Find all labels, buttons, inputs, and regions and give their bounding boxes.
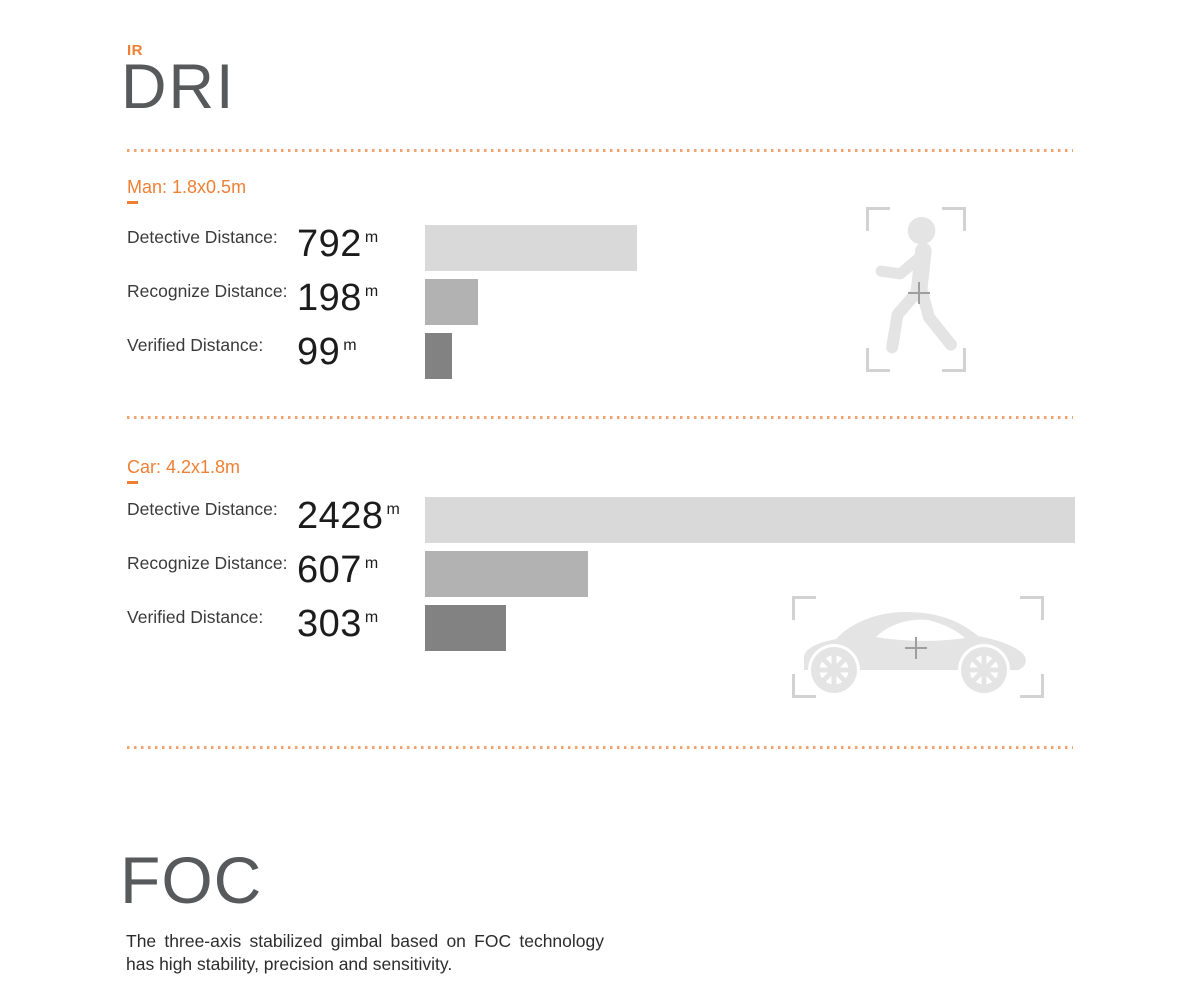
viewfinder-bracket-icon [1020,596,1044,620]
crosshair-icon [908,282,930,304]
distance-bar [425,333,452,379]
row-unit: m [364,283,379,300]
man-viewfinder-target [866,207,966,372]
dri-row-man-detective: Detective Distance: 792 m [127,225,1075,271]
viewfinder-bracket-icon [942,207,966,231]
dri-row-car-recognize: Recognize Distance: 607 m [127,551,1075,597]
crosshair-icon [905,637,927,659]
row-value: 607 m [297,549,379,591]
bar-track [425,279,1075,325]
row-value: 2428 m [297,495,400,537]
heading-underline-dash [127,481,138,484]
dri-row-man-verified: Verified Distance: 99 m [127,333,1075,379]
row-unit: m [343,337,357,354]
foc-title: FOC [120,843,263,917]
car-viewfinder-target [792,596,1044,698]
dotted-separator [127,149,1073,152]
dri-row-car-verified: Verified Distance: 303 m [127,605,1075,651]
bar-track [425,225,1075,271]
distance-bar [425,551,588,597]
foc-description: The three-axis stabilized gimbal based o… [126,931,604,975]
row-label: Detective Distance: [127,499,278,519]
page-title: DRI [121,52,236,122]
section-heading-man: Man: 1.8x0.5m [127,177,247,197]
row-value: 198 m [297,277,379,319]
eyebrow-label: IR [127,42,143,59]
row-value: 303 m [297,603,379,645]
row-unit: m [364,555,379,572]
bar-track [425,605,1075,651]
row-unit: m [364,609,379,626]
dotted-separator [127,416,1073,419]
row-value: 99 m [297,331,357,373]
row-label: Verified Distance: [127,607,264,627]
viewfinder-bracket-icon [866,348,890,372]
distance-bar [425,497,1075,543]
distance-bar [425,605,507,651]
viewfinder-bracket-icon [792,674,816,698]
row-label: Detective Distance: [127,227,278,247]
viewfinder-bracket-icon [1020,674,1044,698]
dri-row-man-recognize: Recognize Distance: 198 m [127,279,1075,325]
heading-underline-dash [127,201,138,204]
bar-track [425,497,1075,543]
viewfinder-bracket-icon [942,348,966,372]
viewfinder-bracket-icon [866,207,890,231]
row-label: Verified Distance: [127,335,264,355]
viewfinder-bracket-icon [792,596,816,620]
distance-bar [425,225,638,271]
row-unit: m [386,501,400,518]
car-side-icon [804,612,1026,693]
dri-row-car-detective: Detective Distance: 2428 m [127,497,1075,543]
row-unit: m [364,229,379,246]
distance-bar [425,279,478,325]
bar-track [425,333,1075,379]
bar-track [425,551,1075,597]
section-heading-car: Car: 4.2x1.8m [127,457,241,477]
row-label: Recognize Distance: [127,281,288,301]
dotted-separator [127,746,1073,749]
row-label: Recognize Distance: [127,553,288,573]
row-value: 792 m [297,223,379,265]
